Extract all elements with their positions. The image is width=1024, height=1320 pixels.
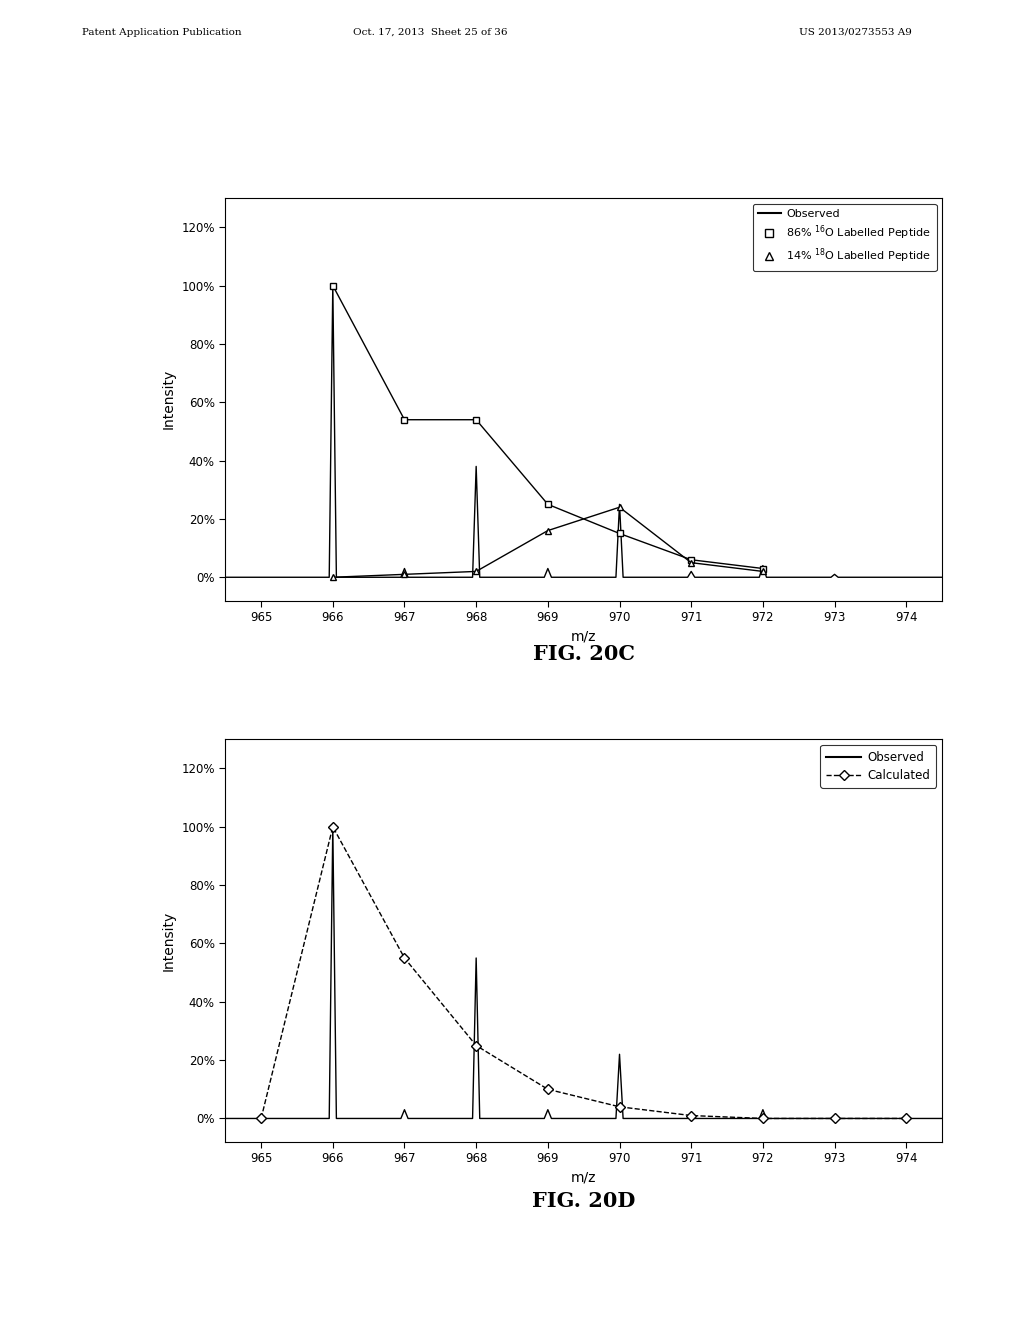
14% $^{18}$O Labelled Peptide xyxy=(613,499,626,515)
Calculated xyxy=(757,1110,769,1126)
Observed xyxy=(757,557,769,573)
Observed xyxy=(473,1110,485,1126)
Observed xyxy=(610,1110,623,1126)
Observed xyxy=(473,569,485,585)
Text: FIG. 20C: FIG. 20C xyxy=(532,644,635,664)
Observed xyxy=(824,569,837,585)
Observed xyxy=(467,569,479,585)
Line: 86% $^{16}$O Labelled Peptide: 86% $^{16}$O Labelled Peptide xyxy=(330,282,766,572)
Y-axis label: Intensity: Intensity xyxy=(162,370,176,429)
Observed xyxy=(394,569,407,585)
14% $^{18}$O Labelled Peptide xyxy=(757,564,769,579)
Observed xyxy=(936,1110,948,1126)
X-axis label: m/z: m/z xyxy=(571,1171,596,1185)
Observed xyxy=(688,1110,700,1126)
Line: Observed: Observed xyxy=(225,285,942,577)
Observed xyxy=(470,458,482,474)
Observed xyxy=(327,277,339,293)
Text: Patent Application Publication: Patent Application Publication xyxy=(82,28,242,37)
Legend: Observed, 86% $^{16}$O Labelled Peptide, 14% $^{18}$O Labelled Peptide: Observed, 86% $^{16}$O Labelled Peptide,… xyxy=(753,203,937,271)
Observed xyxy=(398,561,411,577)
Observed xyxy=(538,1110,550,1126)
14% $^{18}$O Labelled Peptide xyxy=(470,564,482,579)
Observed xyxy=(542,1102,554,1118)
Calculated xyxy=(398,950,411,966)
Observed xyxy=(394,1110,407,1126)
Line: Observed: Observed xyxy=(225,826,942,1118)
Observed xyxy=(327,818,339,834)
Observed xyxy=(542,561,554,577)
Observed xyxy=(688,569,700,585)
Observed xyxy=(330,569,342,585)
Observed xyxy=(401,1110,414,1126)
Observed xyxy=(470,950,482,966)
Observed xyxy=(681,1110,693,1126)
Observed xyxy=(685,1105,697,1121)
86% $^{16}$O Labelled Peptide xyxy=(685,552,697,568)
Observed xyxy=(324,1110,336,1126)
Calculated xyxy=(470,1038,482,1053)
Line: Calculated: Calculated xyxy=(258,824,909,1122)
14% $^{18}$O Labelled Peptide xyxy=(327,569,339,585)
Text: US 2013/0273553 A9: US 2013/0273553 A9 xyxy=(799,28,911,37)
Observed xyxy=(545,569,557,585)
Observed xyxy=(401,569,414,585)
14% $^{18}$O Labelled Peptide xyxy=(685,554,697,570)
Calculated xyxy=(255,1110,267,1126)
Observed xyxy=(753,1110,765,1126)
Calculated xyxy=(542,1081,554,1097)
Observed xyxy=(753,569,765,585)
Y-axis label: Intensity: Intensity xyxy=(162,911,176,970)
Observed xyxy=(398,1102,411,1118)
Line: 14% $^{18}$O Labelled Peptide: 14% $^{18}$O Labelled Peptide xyxy=(330,504,766,581)
Observed xyxy=(219,569,231,585)
X-axis label: m/z: m/z xyxy=(571,630,596,644)
86% $^{16}$O Labelled Peptide xyxy=(613,525,626,541)
Observed xyxy=(936,569,948,585)
Observed xyxy=(828,566,841,582)
Calculated xyxy=(685,1107,697,1123)
86% $^{16}$O Labelled Peptide xyxy=(398,412,411,428)
Observed xyxy=(831,569,844,585)
Text: Oct. 17, 2013  Sheet 25 of 36: Oct. 17, 2013 Sheet 25 of 36 xyxy=(353,28,507,37)
Observed xyxy=(760,569,772,585)
Observed xyxy=(681,569,693,585)
Observed xyxy=(613,1047,626,1063)
14% $^{18}$O Labelled Peptide xyxy=(542,523,554,539)
Observed xyxy=(545,1110,557,1126)
86% $^{16}$O Labelled Peptide xyxy=(542,496,554,512)
Observed xyxy=(538,569,550,585)
Observed xyxy=(467,1110,479,1126)
Observed xyxy=(613,496,626,512)
Text: FIG. 20D: FIG. 20D xyxy=(532,1191,635,1210)
86% $^{16}$O Labelled Peptide xyxy=(470,412,482,428)
Observed xyxy=(330,1110,342,1126)
Observed xyxy=(760,1110,772,1126)
Observed xyxy=(616,1110,629,1126)
Legend: Observed, Calculated: Observed, Calculated xyxy=(820,744,936,788)
Observed xyxy=(616,569,629,585)
Calculated xyxy=(828,1110,841,1126)
14% $^{18}$O Labelled Peptide xyxy=(398,566,411,582)
Observed xyxy=(757,1102,769,1118)
Calculated xyxy=(613,1098,626,1114)
Observed xyxy=(219,1110,231,1126)
Observed xyxy=(610,569,623,585)
86% $^{16}$O Labelled Peptide xyxy=(327,277,339,293)
86% $^{16}$O Labelled Peptide xyxy=(757,561,769,577)
Observed xyxy=(324,569,336,585)
Observed xyxy=(685,564,697,579)
Calculated xyxy=(327,818,339,834)
Calculated xyxy=(900,1110,912,1126)
